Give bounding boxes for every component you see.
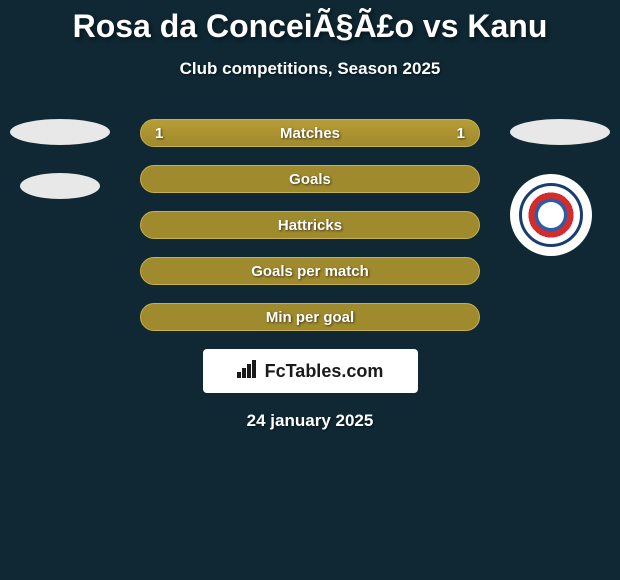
date-text: 24 january 2025 [0, 411, 620, 431]
subtitle: Club competitions, Season 2025 [0, 59, 620, 79]
stat-label: Hattricks [278, 217, 342, 234]
stat-row-matches: 1 Matches 1 [0, 119, 620, 147]
page-title: Rosa da ConceiÃ§Ã£o vs Kanu [0, 0, 620, 45]
stat-row-goals-per-match: Goals per match [0, 257, 620, 285]
brand-box: FcTables.com [203, 349, 418, 393]
stat-label: Matches [280, 125, 340, 142]
stat-bar: Goals [140, 165, 480, 193]
stat-row-min-per-goal: Min per goal [0, 303, 620, 331]
stat-bar: Hattricks [140, 211, 480, 239]
stat-label: Min per goal [266, 309, 354, 326]
stat-bar: 1 Matches 1 [140, 119, 480, 147]
stat-label: Goals [289, 171, 331, 188]
stat-row-goals: Goals [0, 165, 620, 193]
stat-label: Goals per match [251, 263, 369, 280]
chart-icon [237, 360, 259, 383]
stat-bar: Goals per match [140, 257, 480, 285]
stats-container: 1 Matches 1 Goals Hattricks Goals per ma… [0, 119, 620, 331]
stat-bar: Min per goal [140, 303, 480, 331]
brand-text: FcTables.com [265, 361, 384, 382]
stat-value-left: 1 [155, 125, 163, 142]
stat-row-hattricks: Hattricks [0, 211, 620, 239]
stat-value-right: 1 [457, 125, 465, 142]
